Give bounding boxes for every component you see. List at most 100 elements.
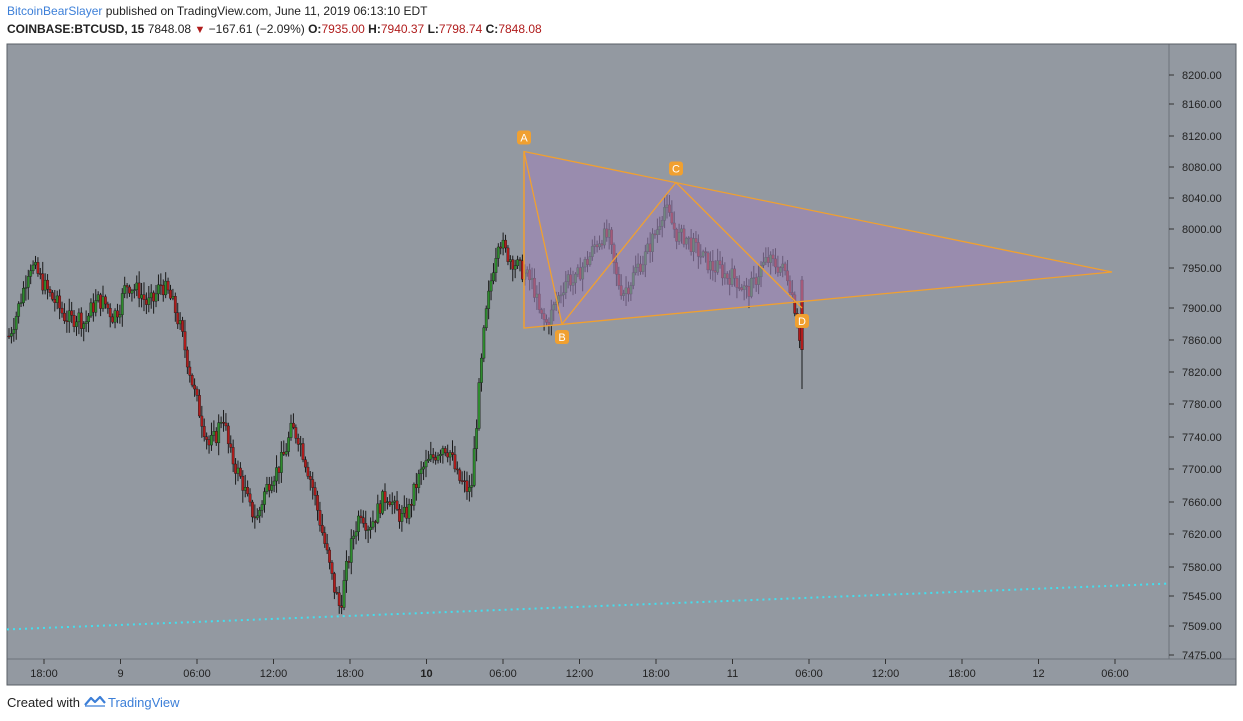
price-tick-label: 7509.00 [1182, 621, 1222, 633]
candle [181, 316, 184, 337]
triangle-pattern[interactable]: A B C D [517, 130, 1113, 345]
open-label: O: [308, 22, 322, 36]
pattern-point-b[interactable]: B [555, 330, 569, 344]
price-tick-label: 7820.00 [1182, 367, 1222, 379]
candle [183, 319, 187, 358]
candle [248, 488, 252, 507]
candle [359, 509, 363, 524]
support-line[interactable] [6, 582, 1170, 631]
candle [371, 510, 375, 530]
candle [364, 510, 368, 540]
svg-text:B: B [558, 332, 565, 344]
time-tick-label: 06:00 [1101, 668, 1129, 680]
time-tick-label: 12:00 [566, 668, 594, 680]
support-trendline[interactable] [6, 582, 1170, 631]
candle [82, 321, 86, 342]
candle [287, 431, 290, 457]
candle [173, 292, 177, 322]
candle [424, 449, 428, 478]
candle [504, 234, 507, 253]
candle [36, 257, 40, 277]
plot-area[interactable] [7, 44, 1169, 659]
candle [87, 312, 90, 333]
time-tick-label: 12:00 [260, 668, 288, 680]
price-tick-label: 7545.00 [1182, 591, 1222, 603]
candle [484, 305, 488, 331]
candle [306, 461, 310, 480]
candle [443, 446, 447, 457]
candle [496, 243, 500, 267]
svg-text:D: D [798, 316, 806, 328]
down-arrow-icon: ▼ [194, 24, 206, 36]
tradingview-link[interactable]: TradingView [107, 695, 180, 710]
price-change: −167.61 (−2.09%) [208, 22, 305, 36]
candle [193, 378, 196, 397]
pattern-point-a[interactable]: A [517, 130, 531, 145]
candle [480, 353, 483, 392]
candle [330, 560, 334, 580]
low-value: 7798.74 [438, 22, 483, 36]
price-tick-label: 7900.00 [1182, 303, 1222, 315]
price-tick-label: 7780.00 [1182, 399, 1222, 411]
candle [231, 439, 235, 473]
candle [260, 500, 264, 518]
candle [198, 389, 201, 418]
candle [308, 471, 312, 491]
candle [176, 302, 180, 329]
candle [169, 284, 172, 301]
symbol-label: COINBASE:BTCUSD, 15 [7, 22, 145, 36]
author-link[interactable]: BitcoinBearSlayer [7, 4, 103, 18]
candle [46, 274, 49, 300]
candle [369, 517, 372, 539]
price-tick-label: 7620.00 [1182, 529, 1222, 541]
price-tick-label: 7580.00 [1182, 562, 1222, 574]
candle [125, 283, 129, 299]
candle [22, 281, 25, 307]
candle [477, 378, 481, 431]
candle [157, 274, 160, 302]
price-tick-label: 8040.00 [1182, 193, 1222, 205]
candle [284, 443, 288, 457]
candle [200, 405, 204, 438]
candle [325, 533, 329, 555]
candle [487, 280, 491, 320]
candle [132, 283, 136, 299]
last-price: 7848.08 [147, 22, 192, 36]
candle [492, 263, 495, 285]
publish-line: BitcoinBearSlayer published on TradingVi… [7, 4, 428, 18]
price-tick-label: 7740.00 [1182, 432, 1222, 444]
candle [84, 310, 88, 332]
abcd-zigzag[interactable] [523, 151, 803, 326]
candle [255, 508, 259, 521]
candle [106, 301, 110, 314]
candle [294, 424, 298, 444]
candle [210, 422, 213, 451]
candle [123, 276, 127, 299]
candle [518, 257, 522, 272]
candle [75, 315, 78, 336]
price-axis-labels: 8200.00 8160.00 8120.00 8080.00 8040.00 8000.… [1169, 70, 1222, 662]
candle [118, 304, 122, 324]
candle [217, 414, 221, 456]
tradingview-logo-icon[interactable] [84, 695, 106, 710]
price-axis[interactable] [6, 43, 1237, 686]
candle [279, 441, 283, 483]
candle [482, 325, 486, 363]
candle [58, 289, 62, 320]
pattern-point-d[interactable]: D [795, 314, 809, 328]
candle [50, 290, 54, 302]
candle [395, 491, 399, 512]
candle [453, 445, 457, 473]
candle [67, 298, 71, 333]
created-with-text: Created with [7, 695, 80, 710]
candle [357, 510, 360, 541]
time-tick-label: 9 [117, 668, 123, 680]
candle [137, 271, 141, 308]
candle [94, 289, 98, 317]
candle [275, 455, 278, 493]
candle [513, 259, 517, 279]
pattern-point-c[interactable]: C [669, 161, 683, 176]
candle [7, 328, 11, 340]
candle [431, 448, 435, 464]
